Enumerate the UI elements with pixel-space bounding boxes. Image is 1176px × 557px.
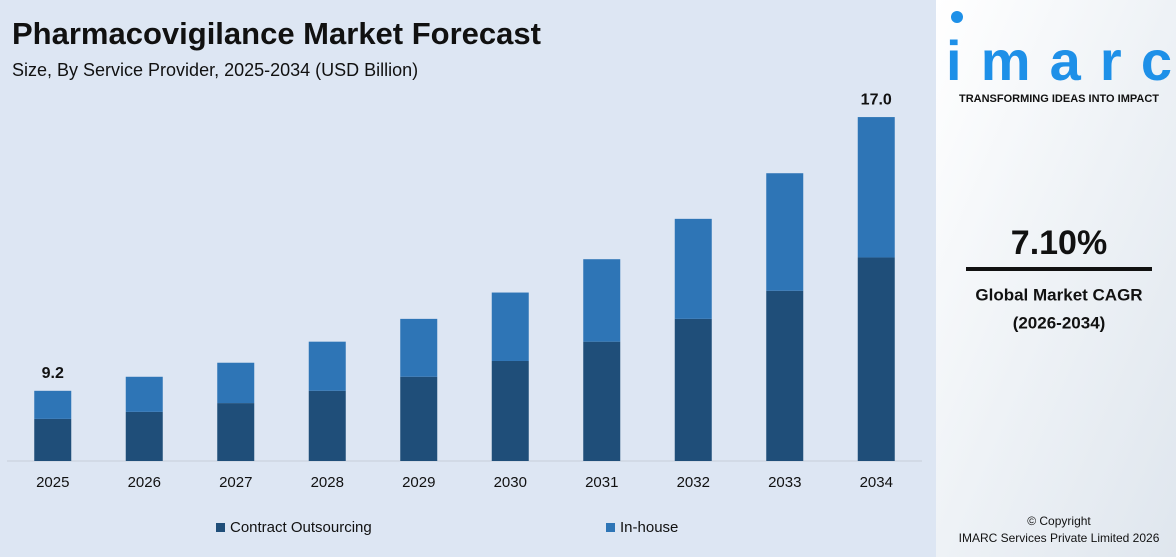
x-tick-label: 2034 [860, 474, 893, 491]
x-tick-label: 2033 [768, 474, 801, 491]
company: IMARC Services Private Limited 2026 [959, 531, 1160, 545]
x-tick-label: 2025 [36, 474, 69, 491]
bar-segment [125, 411, 163, 461]
side-panel [936, 0, 1176, 557]
legend-label: In-house [620, 519, 678, 536]
copyright: © Copyright [1027, 514, 1091, 528]
tagline: TRANSFORMING IDEAS INTO IMPACT [959, 93, 1159, 105]
bar-segment [857, 257, 895, 461]
x-tick-label: 2028 [311, 474, 344, 491]
bar-segment [400, 376, 438, 461]
bar-segment [674, 218, 712, 319]
bar-segment [766, 290, 804, 461]
x-tick-label: 2031 [585, 474, 618, 491]
bar-segment [125, 376, 163, 412]
cagr-period: (2026-2034) [1013, 313, 1106, 332]
bar-segment [491, 360, 529, 461]
bar-segment [583, 341, 621, 461]
chart-subtitle: Size, By Service Provider, 2025-2034 (US… [12, 60, 418, 80]
x-tick-label: 2030 [494, 474, 527, 491]
cagr-rule [966, 267, 1152, 271]
x-tick-label: 2027 [219, 474, 252, 491]
chart-title: Pharmacovigilance Market Forecast [12, 16, 541, 51]
legend-swatch [606, 523, 615, 532]
bar-segment [308, 390, 346, 461]
x-tick-label: 2026 [128, 474, 161, 491]
legend-label: Contract Outsourcing [230, 519, 372, 536]
bar-segment [674, 318, 712, 461]
cagr-label: Global Market CAGR [975, 285, 1142, 304]
bar-segment [217, 362, 255, 404]
bar-segment [857, 117, 895, 258]
bar-segment [400, 318, 438, 377]
bar-segment [217, 403, 255, 461]
total-label: 17.0 [861, 91, 892, 108]
bar-segment [491, 292, 529, 361]
total-label: 9.2 [42, 365, 64, 382]
legend-swatch [216, 523, 225, 532]
logo-dot [951, 11, 963, 23]
cagr-value: 7.10% [1011, 224, 1107, 262]
x-tick-label: 2029 [402, 474, 435, 491]
bar-segment [308, 341, 346, 391]
bar-segment [34, 418, 72, 461]
bar-segment [583, 259, 621, 342]
bar-segment [766, 173, 804, 291]
x-tick-label: 2032 [677, 474, 710, 491]
bar-segment [34, 390, 72, 419]
